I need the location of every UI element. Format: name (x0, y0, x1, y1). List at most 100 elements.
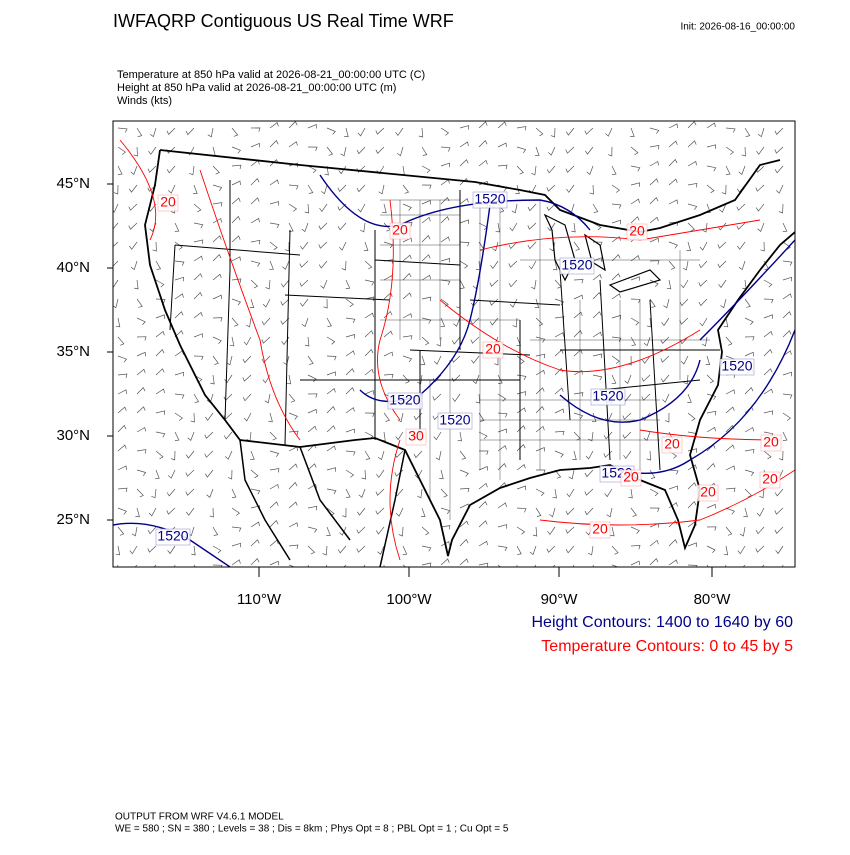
map-frame (112, 120, 796, 568)
wind-barb (363, 241, 369, 251)
us-outline (144, 149, 795, 557)
wind-barb (585, 450, 594, 460)
temperature-contour-label: 20 (623, 469, 639, 485)
wind-barb (269, 260, 274, 270)
wind-barb (630, 146, 639, 156)
wind-barb (774, 165, 784, 174)
temperature-label-box (759, 471, 781, 489)
wind-barb (185, 127, 195, 136)
wind-barb (212, 184, 223, 192)
wind-barb (326, 388, 336, 395)
temperature-contour-label: 20 (392, 222, 408, 238)
wind-barb (383, 351, 393, 357)
wind-barb (288, 162, 298, 168)
wind-barb (554, 408, 564, 414)
wind-barb (516, 425, 526, 433)
wind-barb (687, 121, 697, 129)
wind-barb (212, 526, 219, 536)
wind-barb (630, 216, 640, 224)
wind-barb (166, 488, 176, 497)
wind-barb (725, 127, 736, 133)
wind-barb (717, 241, 727, 249)
wind-barb (630, 198, 640, 205)
wind-barb (185, 469, 195, 477)
wind-barb (739, 526, 746, 537)
wind-barb (269, 222, 280, 229)
wind-barb (736, 222, 746, 230)
wind-barb (668, 559, 678, 566)
wind-barb (763, 450, 772, 460)
wind-barb (459, 279, 465, 289)
wind-barb (307, 545, 316, 555)
wind-barb (326, 317, 332, 327)
wind-barb (641, 393, 651, 401)
wind-barb (573, 294, 583, 300)
height-contour-label: 1520 (389, 392, 420, 408)
wind-barb (668, 140, 678, 148)
wind-barb (686, 241, 691, 251)
wind-barb (478, 465, 488, 471)
wind-barb (231, 146, 241, 154)
wind-barb (490, 260, 499, 269)
wind-barb (269, 501, 279, 509)
wind-barb (300, 241, 309, 250)
wind-barb (269, 201, 280, 206)
wind-barb (245, 317, 252, 328)
wind-barb (243, 412, 252, 422)
wind-barb (440, 488, 448, 498)
wind-barb (212, 217, 222, 224)
wind-barb (304, 203, 310, 214)
wind-barb (611, 374, 617, 384)
wind-barb (591, 412, 597, 422)
height-contour-label: 1520 (561, 257, 592, 273)
wind-barb (155, 410, 166, 415)
wind-barb (531, 165, 537, 176)
wind-barb (115, 545, 121, 556)
wind-barb (782, 293, 792, 300)
wind-barb (364, 450, 371, 460)
wind-barb (706, 463, 716, 471)
wind-barb (134, 279, 139, 290)
wind-barb (299, 279, 309, 287)
wind-barb (546, 165, 556, 174)
wind-barb (610, 526, 615, 537)
wind-barb (649, 160, 659, 167)
wind-barb (377, 545, 385, 555)
wind-barb (744, 387, 754, 395)
wind-barb (326, 467, 337, 472)
wind-barb (364, 390, 374, 395)
wind-barb (358, 488, 366, 498)
wind-barb (193, 184, 198, 194)
wind-barb (204, 431, 214, 439)
wind-barb (356, 526, 366, 534)
wind-barb (345, 368, 355, 376)
wind-barb (356, 545, 366, 553)
wind-barb (345, 334, 355, 339)
temperature-label-box (620, 469, 642, 487)
wind-barb (497, 412, 508, 418)
wind-barb (269, 241, 278, 251)
wind-barb (451, 374, 461, 382)
wind-barb (782, 222, 788, 232)
wind-barb (242, 355, 252, 364)
wind-barb (212, 355, 219, 365)
wind-barb (744, 336, 755, 341)
wind-barb (300, 298, 309, 307)
lat-label: 30°N (56, 427, 90, 444)
wind-barb (606, 507, 613, 518)
wind-barb (611, 355, 620, 364)
counties (380, 199, 710, 520)
wind-barb (227, 469, 233, 480)
wind-barb (782, 431, 788, 441)
wind-barb (155, 330, 165, 338)
temperature-label-box (697, 484, 719, 502)
wind-barb (459, 469, 469, 477)
wind-barb (356, 184, 366, 193)
wind-barb (568, 469, 575, 480)
wind-barb (337, 222, 347, 231)
wind-barb (687, 564, 698, 567)
wind-barb (459, 558, 469, 566)
wind-barb (320, 184, 328, 195)
wind-barb (660, 374, 670, 383)
